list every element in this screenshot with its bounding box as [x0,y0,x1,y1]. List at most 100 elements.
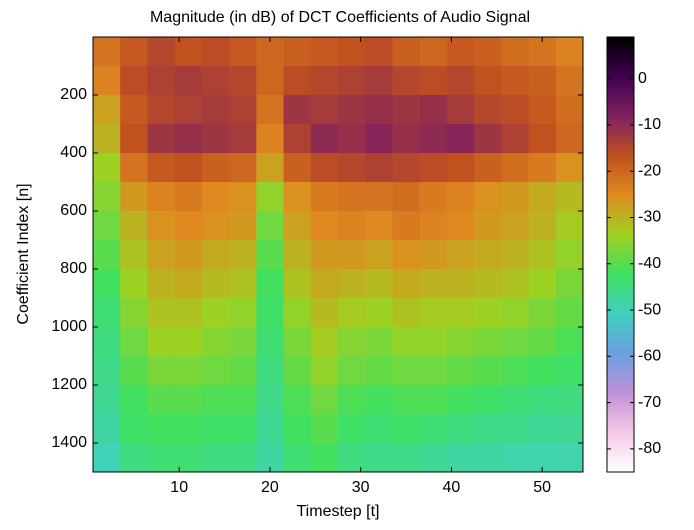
heatmap-cell [310,124,339,154]
heatmap-cell [256,385,285,415]
heatmap-cell [147,298,176,328]
heatmap-cell [120,414,148,444]
heatmap-cell [256,153,285,183]
heatmap-cell [419,327,448,357]
colorbar-tick-label: -70 [638,394,661,411]
heatmap-cell [338,298,366,328]
heatmap-cell [528,211,557,241]
heatmap-cell [501,37,530,67]
heatmap-cell [338,124,366,154]
heatmap-cell [528,182,557,212]
heatmap-cell [201,443,230,472]
heatmap-cell [147,269,176,299]
heatmap-cell [501,95,530,125]
heatmap-cell [283,298,312,328]
heatmap [93,37,583,472]
heatmap-cell [555,443,583,472]
heatmap-cell [147,153,176,183]
heatmap-cell [283,95,312,125]
heatmap-cell [174,182,203,212]
heatmap-cell [147,356,176,386]
colorbar-tick-label: -50 [638,301,661,318]
heatmap-cell [365,240,393,270]
heatmap-cell [201,95,230,125]
y-axis-label: Coefficient Index [n] [15,183,32,324]
heatmap-cell [419,443,448,472]
heatmap-cell [283,124,312,154]
heatmap-cell [419,95,448,125]
colorbar [606,36,635,473]
heatmap-cell [474,269,502,299]
heatmap-cell [229,269,257,299]
heatmap-cell [147,414,176,444]
heatmap-cell [474,327,502,357]
heatmap-cell [174,211,203,241]
heatmap-cell [392,385,421,415]
heatmap-cell [201,385,230,415]
x-axis-label: Timestep [t] [297,503,380,520]
heatmap-cell [120,124,148,154]
heatmap-cell [310,182,339,212]
heatmap-cell [93,414,121,444]
y-tick-label: 1400 [51,434,87,451]
heatmap-cell [120,240,148,270]
heatmap-cell [338,66,366,96]
heatmap-cell [93,269,121,299]
heatmap-cell [419,66,448,96]
heatmap-cell [419,298,448,328]
heatmap-cell [201,124,230,154]
heatmap-cell [474,153,502,183]
heatmap-cell [501,327,530,357]
heatmap-cell [446,385,475,415]
heatmap-cell [446,414,475,444]
colorbar-tick-label: -10 [638,116,661,133]
heatmap-cell [93,385,121,415]
heatmap-cell [555,66,583,96]
heatmap-cell [528,356,557,386]
heatmap-cell [528,153,557,183]
heatmap-cell [365,124,393,154]
heatmap-cell [446,211,475,241]
heatmap-cell [474,298,502,328]
heatmap-cell [365,182,393,212]
heatmap-cell [555,95,583,125]
heatmap-cell [501,182,530,212]
heatmap-cell [501,356,530,386]
heatmap-cell [392,37,421,67]
heatmap-cell [201,66,230,96]
heatmap-cell [392,356,421,386]
heatmap-cell [93,182,121,212]
heatmap-cell [338,95,366,125]
heatmap-cell [256,95,285,125]
heatmap-cell [310,95,339,125]
heatmap-cell [201,327,230,357]
heatmap-cell [201,356,230,386]
heatmap-cell [419,211,448,241]
heatmap-cell [474,356,502,386]
y-tick-label: 1000 [51,318,87,335]
heatmap-cell [229,356,257,386]
x-tick-label: 10 [170,479,188,496]
heatmap-cell [256,327,285,357]
heatmap-cell [120,95,148,125]
heatmap-cell [474,414,502,444]
heatmap-cell [310,240,339,270]
heatmap-cell [229,182,257,212]
x-tick-label: 50 [533,479,551,496]
heatmap-cell [474,37,502,67]
heatmap-cell [474,443,502,472]
heatmap-cell [392,182,421,212]
heatmap-cell [338,240,366,270]
heatmap-cell [501,298,530,328]
heatmap-cell [93,443,121,472]
heatmap-cell [120,153,148,183]
heatmap-cell [365,327,393,357]
heatmap-cell [229,327,257,357]
heatmap-cell [93,327,121,357]
heatmap-cell [201,211,230,241]
heatmap-cell [555,356,583,386]
heatmap-cell [501,385,530,415]
heatmap-cell [174,269,203,299]
heatmap-cell [446,95,475,125]
